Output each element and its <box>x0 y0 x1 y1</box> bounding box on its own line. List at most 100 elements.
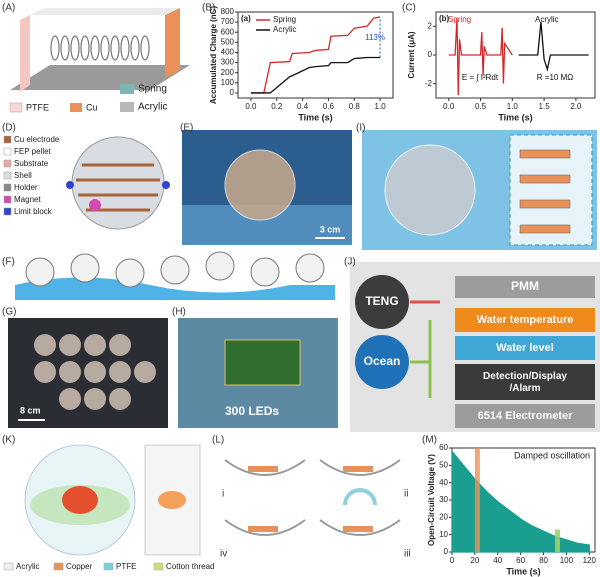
line <box>250 56 381 94</box>
x-tick-label: 0 <box>450 556 455 565</box>
legend-swatch <box>70 103 82 112</box>
step-label: iv <box>220 549 227 560</box>
legend-swatch <box>53 562 64 571</box>
y-tick-label: -2 <box>425 79 433 88</box>
block <box>455 336 595 360</box>
legend-swatch <box>3 195 12 204</box>
panel-labels: (A) (B) (C) (D) (E) (F) (G) (H) (I) (J) (K) (L) (M) <box>2 3 437 446</box>
connector <box>410 320 432 398</box>
legend: Acrylic Copper PTFE Cotton thread <box>3 562 214 571</box>
cu-plate <box>165 8 180 78</box>
ptfe-plate <box>20 15 30 92</box>
device-chain <box>25 251 325 288</box>
legend-text: Cu electrode <box>14 135 60 144</box>
legend-swatch <box>103 562 114 571</box>
panel-label: (G) <box>2 307 16 318</box>
x-axis-label: Time (s) <box>498 112 532 122</box>
limit-block <box>162 181 170 189</box>
x-tick-label: 0.8 <box>349 102 361 111</box>
scale-text: 3 cm <box>320 224 341 234</box>
legend-text: Acrylic <box>16 562 40 571</box>
source-label: Ocean <box>364 354 401 368</box>
annotation: 113% <box>365 33 385 42</box>
track <box>224 459 306 476</box>
wall <box>30 8 180 15</box>
plot-frame <box>237 11 394 99</box>
step-label: iii <box>404 549 411 560</box>
wave <box>15 277 335 300</box>
legend-text: Magnet <box>14 195 41 204</box>
block-label: Water temperature <box>477 314 574 326</box>
x-tick-label: 0.5 <box>475 102 487 111</box>
x-tick-label: 1.0 <box>375 102 387 111</box>
legend-swatch <box>3 562 14 571</box>
area <box>451 449 590 553</box>
legend-swatch <box>3 171 12 180</box>
legend-text: Cotton thread <box>166 562 214 571</box>
scale-text: 8 cm <box>20 405 41 415</box>
panel-label: (B) <box>202 3 215 14</box>
x-tick-label: 60 <box>516 556 525 565</box>
legend-text: Shell <box>14 171 32 180</box>
legend-swatch <box>9 102 23 113</box>
line <box>250 16 381 94</box>
x-tick-label: 0.6 <box>323 102 335 111</box>
ocean-icon <box>355 335 409 389</box>
panel-e: 3 cm <box>182 130 352 245</box>
highlight <box>474 448 480 552</box>
track <box>224 519 306 536</box>
panel-label: (L) <box>212 435 224 446</box>
x-tick-label: 20 <box>470 556 479 565</box>
layers <box>519 149 571 234</box>
annotation: Acrylic <box>535 15 559 24</box>
legend: Cu electrode FEP pellet Substrate Shell Hold… <box>3 135 60 216</box>
panel-label: (F) <box>2 257 15 268</box>
chart-title: Damped oscillation <box>514 450 590 460</box>
legend-text: Spring <box>273 15 296 24</box>
block-label: PMM <box>511 279 539 293</box>
y-tick-label: 600 <box>221 27 235 36</box>
panel-label: (D) <box>2 123 16 134</box>
chart: 0 10 20 30 40 50 60 0 20 40 60 80 100 120 Time (s) Open… <box>427 443 596 576</box>
line <box>448 17 513 96</box>
highlight <box>554 529 560 552</box>
annotation: Spring <box>448 15 471 24</box>
legend-text: Substrate <box>14 159 49 168</box>
caption: 300 LEDs <box>225 404 279 418</box>
y-tick-label: 100 <box>221 78 235 87</box>
y-tick-label: 0 <box>230 88 235 97</box>
panel-j: TENG Ocean PMM Water temperature Water l… <box>350 262 600 432</box>
legend-text: Cu <box>86 102 98 112</box>
x-tick-label: 80 <box>539 556 548 565</box>
legend-text: Holder <box>14 183 38 192</box>
chart: -2 0 2 0.0 0.5 1.0 1.5 2.0 Time (s) Current (μA) (… <box>407 11 596 122</box>
legend-swatch <box>3 147 12 156</box>
track <box>319 459 401 476</box>
electrodes <box>76 163 160 212</box>
panel-label: (M) <box>422 435 437 446</box>
y-tick-label: 0 <box>444 547 449 556</box>
step-label: ii <box>404 489 408 500</box>
x-tick-label: 120 <box>583 556 597 565</box>
cycle-arrow <box>343 488 377 506</box>
block-label: 6514 Electrometer <box>478 410 573 422</box>
y-tick-label: 700 <box>221 17 235 26</box>
panel-d: Cu electrode FEP pellet Substrate Shell Hold… <box>3 135 170 230</box>
legend-text: Spring <box>138 84 167 95</box>
panel-i <box>362 130 597 250</box>
legend-text: Copper <box>66 562 93 571</box>
panel-k: Acrylic Copper PTFE Cotton thread <box>3 444 214 571</box>
detail <box>158 491 186 509</box>
y-tick-label: 400 <box>221 48 235 57</box>
y-tick-label: 300 <box>221 58 235 67</box>
teng-icon <box>355 275 409 329</box>
y-axis-label: Current (μA) <box>407 31 416 78</box>
panel-label: (I) <box>356 123 365 134</box>
floor <box>10 65 190 90</box>
panel-g: 8 cm <box>8 318 168 428</box>
block <box>455 404 595 428</box>
panel-label: (C) <box>402 3 416 14</box>
